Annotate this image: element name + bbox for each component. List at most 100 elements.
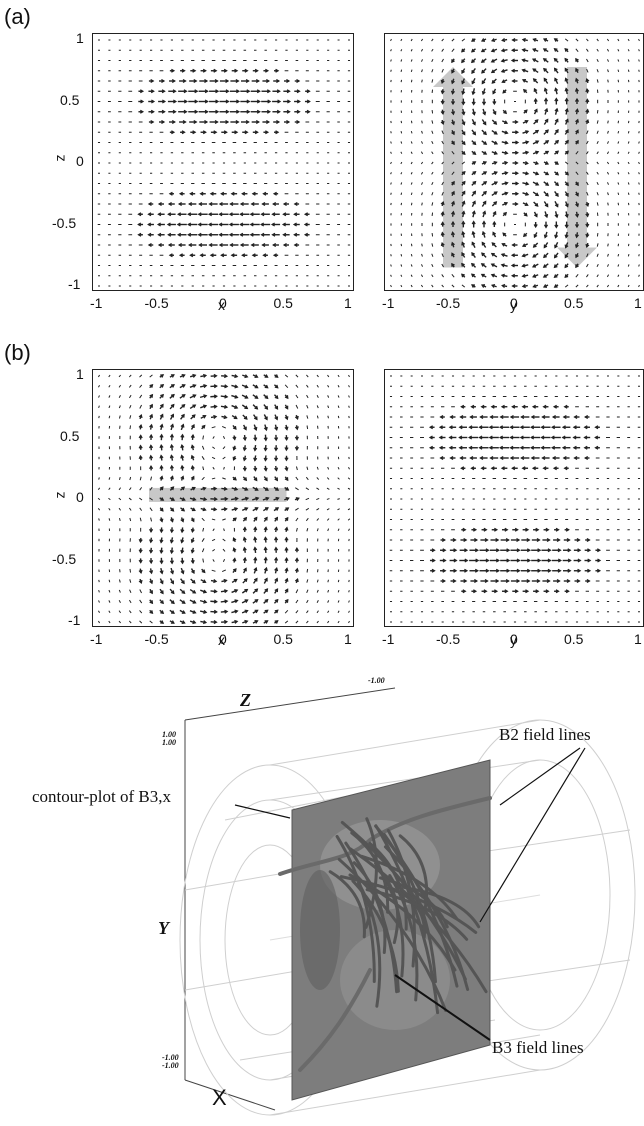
- y-tick-label: 0.5: [60, 92, 79, 108]
- field-arrow: [597, 49, 598, 51]
- field-arrow: [328, 590, 329, 592]
- field-arrow: [296, 385, 298, 388]
- field-arrow: [348, 488, 350, 489]
- field-arrow: [296, 477, 298, 480]
- x-tick-label: 1: [634, 631, 642, 647]
- field-arrow: [639, 39, 640, 41]
- field-arrow: [140, 477, 141, 480]
- field-arrow: [203, 528, 204, 531]
- field-arrow: [411, 172, 412, 174]
- field-arrow: [203, 436, 204, 440]
- field-arrow: [307, 569, 308, 572]
- field-arrow: [307, 600, 309, 603]
- field-arrow: [618, 193, 619, 195]
- field-arrow: [140, 589, 142, 593]
- field-arrow: [432, 59, 433, 62]
- field-arrow: [119, 405, 120, 408]
- field-arrow: [348, 509, 350, 510]
- field-arrow: [639, 60, 640, 62]
- field-arrow: [338, 467, 339, 469]
- field-arrow: [140, 385, 142, 388]
- field-arrow: [296, 395, 298, 398]
- field-arrow: [317, 477, 319, 479]
- field-arrow: [411, 131, 412, 133]
- field-arrow: [639, 254, 640, 256]
- x-tick-label: -1: [382, 295, 394, 311]
- field-arrow: [307, 415, 308, 418]
- field-arrow: [99, 580, 100, 582]
- field-arrow: [348, 467, 349, 469]
- field-arrow: [212, 457, 215, 458]
- field-arrow: [328, 621, 329, 623]
- field-arrow: [628, 275, 629, 277]
- field-arrow: [202, 477, 205, 480]
- field-arrow: [432, 141, 433, 144]
- field-arrow: [401, 193, 402, 195]
- field-arrow: [129, 600, 131, 603]
- field-arrow: [109, 580, 110, 583]
- field-arrow: [618, 264, 619, 266]
- field-arrow: [607, 59, 608, 61]
- field-arrow: [338, 509, 340, 510]
- field-arrow: [306, 498, 309, 499]
- field-arrow: [421, 59, 422, 61]
- field-arrow: [338, 375, 339, 377]
- field-arrow: [140, 395, 142, 398]
- field-arrow: [391, 172, 392, 174]
- field-arrow: [129, 508, 131, 510]
- field-arrow: [628, 162, 629, 164]
- field-arrow: [306, 477, 308, 480]
- field-arrow: [202, 518, 205, 521]
- field-arrow: [108, 498, 110, 500]
- field-arrow: [119, 621, 121, 623]
- field-arrow: [411, 59, 412, 61]
- field-arrow: [109, 621, 110, 623]
- x-tick-label: -1: [382, 631, 394, 647]
- field-arrow: [442, 285, 444, 287]
- field-arrow: [597, 69, 598, 72]
- field-arrow: [401, 162, 402, 164]
- field-arrow: [432, 172, 433, 174]
- annotation-leaders: [0, 670, 644, 1121]
- field-arrow: [422, 131, 423, 134]
- field-arrow: [306, 385, 308, 387]
- field-arrow: [285, 610, 288, 613]
- field-arrow: [223, 539, 226, 541]
- field-arrow: [401, 39, 402, 41]
- field-arrow: [421, 141, 422, 143]
- field-arrow: [421, 152, 422, 154]
- x-tick-label: 0.5: [274, 631, 293, 647]
- ylabel-b-left: z: [52, 492, 68, 499]
- xlabel-a-left: x: [218, 297, 225, 313]
- field-arrow: [411, 193, 412, 195]
- field-arrow: [597, 131, 598, 134]
- field-arrow: [349, 601, 350, 603]
- field-arrow: [307, 579, 308, 582]
- field-arrow: [597, 254, 598, 257]
- field-arrow: [586, 274, 588, 277]
- field-arrow: [391, 60, 392, 62]
- field-arrow: [608, 244, 609, 247]
- field-arrow: [401, 141, 402, 143]
- field-arrow: [639, 49, 640, 51]
- field-arrow: [586, 285, 588, 287]
- field-arrow: [432, 131, 433, 134]
- field-arrow: [222, 570, 226, 572]
- x-tick-label: 0.5: [274, 295, 293, 311]
- field-arrow: [421, 162, 422, 164]
- field-arrow: [223, 457, 226, 459]
- field-arrow: [296, 405, 298, 408]
- y-tick-label: 0.5: [60, 428, 79, 444]
- field-arrow: [628, 49, 629, 51]
- field-arrow: [401, 70, 402, 72]
- field-arrow: [130, 425, 131, 429]
- field-arrow: [150, 375, 153, 377]
- field-arrow: [391, 265, 392, 267]
- field-arrow: [317, 395, 318, 397]
- field-arrow: [202, 456, 204, 459]
- field-arrow: [452, 39, 454, 41]
- field-arrow: [306, 621, 308, 623]
- field-arrow: [140, 610, 142, 613]
- x-tick-label: 1: [344, 295, 352, 311]
- field-arrow: [401, 49, 402, 51]
